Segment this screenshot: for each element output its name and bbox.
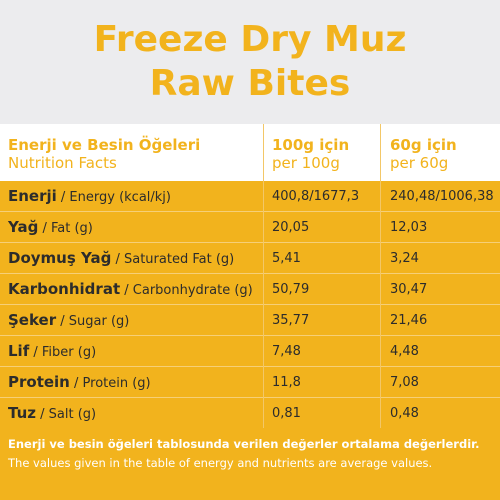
row-label: Yağ / Fat (g) [8,218,93,236]
row-divider [0,273,500,274]
row-label: Protein / Protein (g) [8,373,151,391]
value-per60g: 21,46 [390,313,428,328]
table-row: Enerji / Energy (kcal/kj) 400,8/1677,3 2… [0,181,500,212]
row-label: Lif / Fiber (g) [8,342,96,360]
per60g-column-header: 60g için per 60g [390,136,457,172]
row-label-tr: Tuz [8,404,36,422]
value-per60g: 7,08 [390,375,419,390]
row-label-en: / Fiber (g) [29,345,97,360]
row-label: Tuz / Salt (g) [8,404,96,422]
row-label-en: / Salt (g) [36,407,97,422]
table-row: Protein / Protein (g) 11,8 7,08 [0,367,500,398]
row-divider [0,397,500,398]
nutrition-table: Enerji / Energy (kcal/kj) 400,8/1677,3 2… [0,181,500,428]
row-label: Karbonhidrat / Carbonhydrate (g) [8,280,253,298]
row-label-tr: Lif [8,342,30,360]
value-per60g: 3,24 [390,251,419,266]
row-label: Enerji / Energy (kcal/kj) [8,187,171,205]
column-divider-1 [263,124,264,428]
row-label: Doymuş Yağ / Saturated Fat (g) [8,249,234,267]
row-label-en: / Fat (g) [38,221,93,236]
row-label: Şeker / Sugar (g) [8,311,129,329]
row-label-en: / Sugar (g) [56,314,130,329]
value-per60g: 4,48 [390,344,419,359]
per100g-column-header: 100g için per 100g [272,136,349,172]
row-label-tr: Şeker [8,311,57,329]
title-header: Freeze Dry Muz Raw Bites [0,0,500,124]
row-label-tr: Yağ [8,218,39,236]
value-per60g: 30,47 [390,282,428,297]
table-row: Karbonhidrat / Carbonhydrate (g) 50,79 3… [0,274,500,305]
column-divider-2 [380,124,381,428]
row-label-en: / Protein (g) [69,376,151,391]
row-divider [0,335,500,336]
row-label-en: / Carbonhydrate (g) [120,283,253,298]
per60g-header-tr: 60g için [390,136,457,154]
value-per100g: 7,48 [272,344,301,359]
per100g-header-tr: 100g için [272,136,350,154]
per60g-header-en: per 60g [390,154,449,172]
row-divider [0,304,500,305]
row-label-en: / Energy (kcal/kj) [56,190,171,205]
value-per100g: 50,79 [272,282,310,297]
footnote-tr: Enerji ve besin öğeleri tablosunda veril… [8,437,480,451]
footnote-en: The values given in the table of energy … [8,456,433,470]
value-per60g: 0,48 [390,406,419,421]
product-title-line1: Freeze Dry Muz [93,19,407,60]
value-per100g: 11,8 [272,375,301,390]
row-label-tr: Enerji [8,187,57,205]
row-divider [0,366,500,367]
value-per60g: 240,48/1006,38 [390,189,494,204]
row-divider [0,242,500,243]
table-row: Şeker / Sugar (g) 35,77 21,46 [0,305,500,336]
row-label-tr: Doymuş Yağ [8,249,112,267]
table-row: Lif / Fiber (g) 7,48 4,48 [0,336,500,367]
table-row: Yağ / Fat (g) 20,05 12,03 [0,212,500,243]
per100g-header-en: per 100g [272,154,340,172]
label-column-header: Enerji ve Besin Öğeleri Nutrition Facts [8,136,200,172]
value-per100g: 35,77 [272,313,310,328]
row-label-tr: Protein [8,373,70,391]
label-header-en: Nutrition Facts [8,154,117,172]
label-header-tr: Enerji ve Besin Öğeleri [8,136,201,154]
product-title-line2: Raw Bites [149,63,351,104]
row-label-en: / Saturated Fat (g) [111,252,235,267]
footnote: Enerji ve besin öğeleri tablosunda veril… [0,428,500,500]
value-per100g: 5,41 [272,251,301,266]
value-per100g: 0,81 [272,406,301,421]
column-headers: Enerji ve Besin Öğeleri Nutrition Facts … [0,124,500,181]
row-label-tr: Karbonhidrat [8,280,121,298]
table-row: Tuz / Salt (g) 0,81 0,48 [0,398,500,429]
value-per60g: 12,03 [390,220,428,235]
table-row: Doymuş Yağ / Saturated Fat (g) 5,41 3,24 [0,243,500,274]
value-per100g: 400,8/1677,3 [272,189,360,204]
row-divider [0,211,500,212]
value-per100g: 20,05 [272,220,310,235]
